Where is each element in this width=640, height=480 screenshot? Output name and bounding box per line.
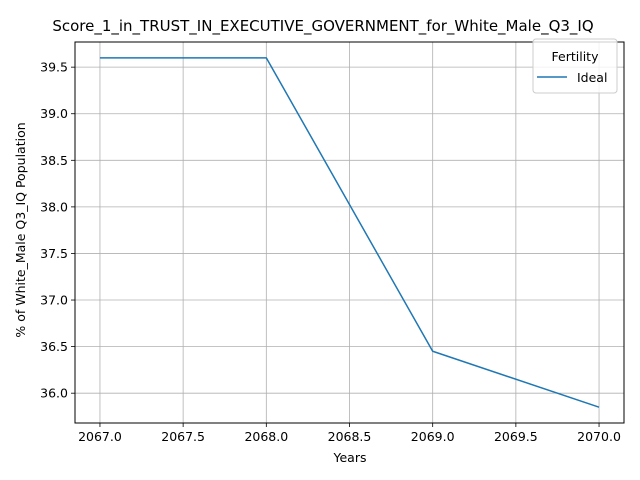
x-tick-label: 2070.0 xyxy=(577,429,621,444)
y-tick-label: 36.0 xyxy=(40,386,68,401)
x-axis-label: Years xyxy=(333,450,367,465)
x-tick-label: 2067.0 xyxy=(78,429,122,444)
y-axis-label: % of White_Male Q3_IQ Population xyxy=(13,122,28,337)
y-tick-label: 39.0 xyxy=(40,106,68,121)
x-tick-label: 2068.5 xyxy=(328,429,372,444)
y-tick-label: 37.5 xyxy=(40,246,68,261)
y-tick-label: 38.0 xyxy=(40,199,68,214)
x-tick-label: 2069.0 xyxy=(411,429,455,444)
x-tick-label: 2068.0 xyxy=(244,429,288,444)
y-tick-label: 37.0 xyxy=(40,293,68,308)
x-tick-label: 2069.5 xyxy=(494,429,538,444)
y-tick-label: 38.5 xyxy=(40,153,68,168)
chart-title: Score_1_in_TRUST_IN_EXECUTIVE_GOVERNMENT… xyxy=(52,17,593,36)
y-tick-label: 39.5 xyxy=(40,60,68,75)
legend-title: Fertility xyxy=(552,49,600,64)
x-tick-label: 2067.5 xyxy=(161,429,205,444)
legend: Fertility Ideal xyxy=(533,39,617,93)
legend-label-ideal: Ideal xyxy=(577,70,607,85)
y-tick-label: 36.5 xyxy=(40,339,68,354)
